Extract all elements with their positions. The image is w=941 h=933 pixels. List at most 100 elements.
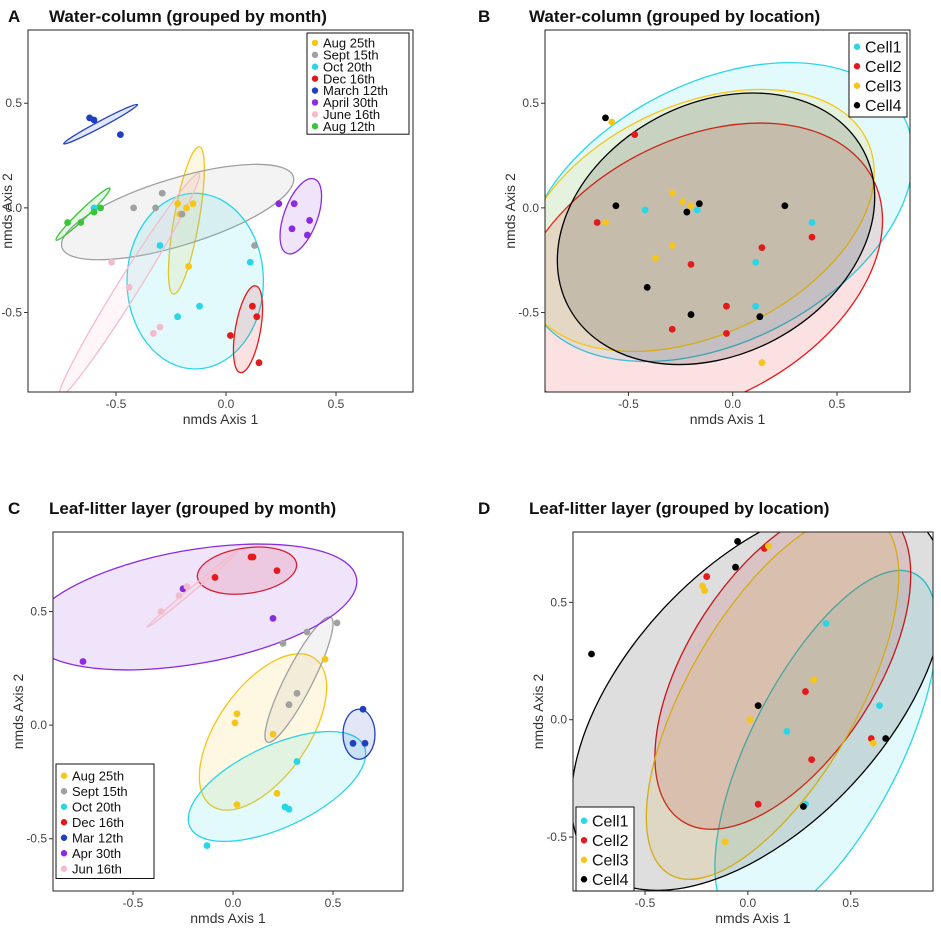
- x-tick-label: -0.5: [123, 896, 144, 910]
- legend-marker: [853, 102, 861, 109]
- point-aug-25th: [174, 200, 182, 208]
- point-cell1: [752, 258, 760, 266]
- legend-marker: [311, 39, 319, 47]
- panel-title: Water-column (grouped by location): [529, 7, 820, 26]
- point-apr-30th: [79, 658, 87, 665]
- legend-label: Oct 20th: [323, 59, 372, 74]
- legend-marker: [580, 837, 588, 844]
- legend-marker: [311, 75, 319, 82]
- point-cell2: [687, 260, 695, 268]
- point-cell4: [695, 200, 703, 208]
- y-tick-label: -0.5: [1, 305, 22, 319]
- point-cell3: [746, 716, 754, 724]
- point-sept-15th: [293, 689, 301, 697]
- point-cell2: [668, 325, 676, 333]
- point-sept-15th: [285, 701, 293, 709]
- point-cell1: [822, 620, 830, 627]
- x-tick-label: -0.5: [106, 397, 127, 411]
- ellipse-march-12th: [63, 103, 139, 145]
- point-sept-15th: [333, 619, 341, 627]
- legend-label: Oct 20th: [72, 799, 121, 814]
- point-mar-12th: [361, 739, 369, 747]
- legend-marker: [60, 788, 68, 795]
- point-dec-16th: [253, 313, 261, 321]
- point-sept-15th: [279, 639, 287, 647]
- legend-label: Dec 16th: [323, 71, 375, 86]
- point-cell4: [800, 803, 807, 810]
- y-tick-label: 0.5: [550, 595, 567, 609]
- panel-C: C Leaf-litter layer (grouped by month) -0.…: [8, 499, 404, 926]
- legend-marker: [311, 111, 319, 118]
- point-cell1: [876, 702, 883, 710]
- point-aug-12th: [90, 208, 98, 216]
- point-dec-16th: [273, 567, 281, 575]
- point-cell4: [602, 114, 609, 122]
- legend-marker: [60, 819, 68, 826]
- point-cell1: [641, 206, 649, 214]
- x-tick-label: 0.0: [218, 397, 235, 411]
- point-oct-20th: [156, 242, 164, 249]
- point-cell3: [679, 198, 687, 205]
- x-tick-label: 0.5: [325, 896, 342, 910]
- point-cell2: [723, 330, 730, 337]
- x-tick-label: 0.5: [829, 397, 846, 411]
- ellipse-cell2: [654, 532, 912, 830]
- legend-label: Mar 12th: [72, 830, 123, 845]
- x-axis-label: nmds Axis 1: [715, 910, 791, 926]
- legend-marker: [580, 876, 588, 883]
- point-cell2: [808, 233, 816, 241]
- point-cell4: [754, 702, 762, 710]
- point-aug-25th: [185, 263, 193, 270]
- legend-marker: [853, 43, 861, 50]
- y-tick-label: 0.5: [522, 96, 539, 110]
- point-mar-12th: [359, 705, 367, 713]
- legend-label: Dec 16th: [72, 815, 124, 830]
- point-dec-16th: [211, 574, 219, 581]
- point-cell3: [765, 542, 772, 550]
- x-tick-label: 0.0: [724, 397, 741, 411]
- point-cell4: [734, 537, 741, 545]
- ellipse-cell3: [545, 88, 875, 353]
- point-sept-15th: [178, 210, 186, 218]
- point-cell2: [631, 131, 639, 139]
- point-sept-15th: [303, 628, 311, 636]
- y-tick-label: 0.0: [5, 201, 22, 215]
- point-cell4: [643, 283, 651, 291]
- point-cell3: [701, 587, 709, 595]
- point-cell2: [758, 244, 766, 252]
- plot-area: [545, 61, 910, 392]
- plot-frame: [52, 531, 404, 892]
- legend-label: Aug 12th: [323, 119, 375, 134]
- point-cell3: [602, 219, 609, 226]
- y-tick-label: -0.5: [546, 830, 567, 844]
- plot-area: [53, 543, 376, 849]
- legend-label: Cell3: [865, 79, 902, 96]
- point-cell4: [683, 208, 691, 216]
- y-tick-label: 0.0: [522, 201, 539, 215]
- legend-marker: [311, 51, 319, 59]
- point-aug-12th: [77, 219, 85, 226]
- y-axis-label: nmds Axis 2: [10, 674, 26, 750]
- point-oct-20th: [196, 302, 204, 310]
- point-jun-16th: [157, 608, 165, 615]
- point-oct-20th: [246, 258, 254, 266]
- point-cell2: [593, 219, 601, 226]
- point-cell4: [732, 563, 739, 571]
- point-aug-12th: [64, 219, 71, 226]
- point-cell3: [668, 189, 676, 197]
- legend-label: Aug 25th: [323, 36, 375, 51]
- legend-marker: [853, 82, 861, 89]
- point-cell2: [808, 756, 816, 764]
- ellipse-cell4: [556, 92, 876, 366]
- panel-title: Leaf-litter layer (grouped by month): [49, 499, 336, 518]
- y-tick-label: 0.5: [30, 605, 47, 619]
- legend-label: March 12th: [323, 83, 388, 98]
- point-june-16th: [108, 258, 115, 266]
- point-jun-16th: [183, 583, 191, 590]
- ellipse-aug-12th: [55, 187, 111, 241]
- point-april-30th: [290, 200, 298, 208]
- x-tick-label: 0.5: [328, 397, 345, 411]
- point-cell4: [781, 202, 789, 210]
- legend-marker: [853, 63, 861, 70]
- point-oct-20th: [293, 758, 301, 765]
